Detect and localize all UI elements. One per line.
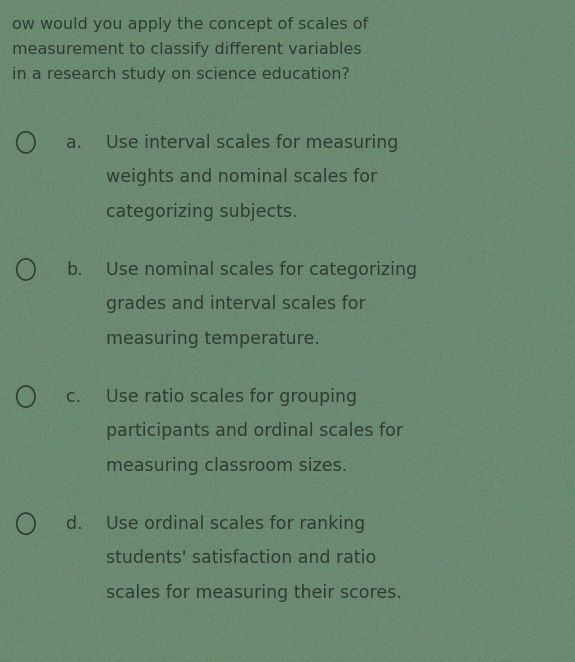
Text: d.: d. [66,515,83,533]
Text: in a research study on science education?: in a research study on science education… [12,67,350,82]
Text: participants and ordinal scales for: participants and ordinal scales for [106,422,404,440]
Text: scales for measuring their scores.: scales for measuring their scores. [106,584,402,602]
Text: Use ratio scales for grouping: Use ratio scales for grouping [106,388,358,406]
Text: b.: b. [66,261,83,279]
Text: ow would you apply the concept of scales of: ow would you apply the concept of scales… [12,17,367,32]
Text: measuring classroom sizes.: measuring classroom sizes. [106,457,348,475]
Text: weights and nominal scales for: weights and nominal scales for [106,168,378,186]
Text: Use ordinal scales for ranking: Use ordinal scales for ranking [106,515,366,533]
Text: measurement to classify different variables: measurement to classify different variab… [12,42,361,57]
Text: Use nominal scales for categorizing: Use nominal scales for categorizing [106,261,417,279]
Text: students' satisfaction and ratio: students' satisfaction and ratio [106,549,377,567]
Text: c.: c. [66,388,81,406]
Text: measuring temperature.: measuring temperature. [106,330,320,348]
Text: Use interval scales for measuring: Use interval scales for measuring [106,134,398,152]
Text: categorizing subjects.: categorizing subjects. [106,203,298,220]
Text: a.: a. [66,134,82,152]
Text: grades and interval scales for: grades and interval scales for [106,295,366,313]
